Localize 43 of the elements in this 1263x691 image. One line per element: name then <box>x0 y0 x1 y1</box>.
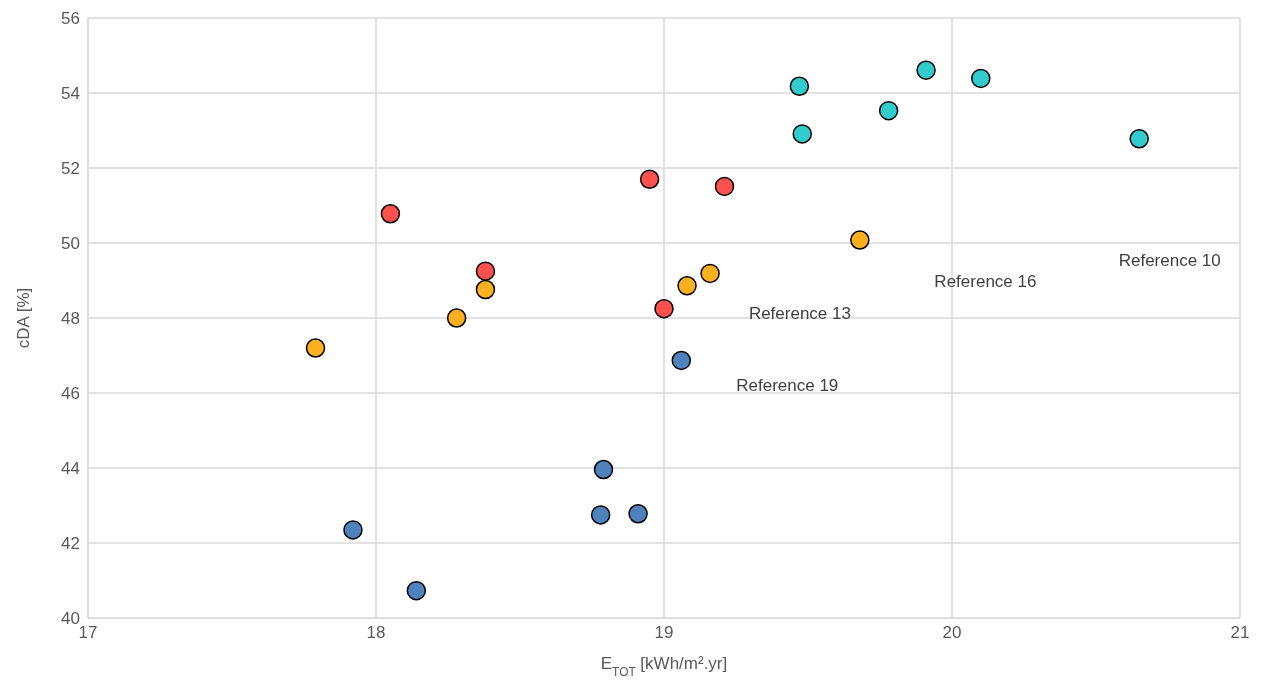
annotation: Reference 16 <box>934 271 1037 291</box>
x-tick-label: 20 <box>942 623 962 643</box>
x-axis-title: E$_{TOT}$ [kWh/m².yr] <box>600 654 728 679</box>
point <box>380 204 401 224</box>
y-axis-title: cDA [%] <box>14 287 34 349</box>
x-tick-label: 19 <box>654 623 674 643</box>
point <box>789 76 810 96</box>
point <box>593 459 614 480</box>
point <box>792 124 812 144</box>
annotation: Reference 10 <box>1118 250 1221 270</box>
point <box>654 298 674 319</box>
y-tick-label: 48 <box>61 309 80 329</box>
annotation: Reference 13 <box>748 304 851 324</box>
point <box>700 263 720 284</box>
y-tick-label: 52 <box>61 159 80 179</box>
point <box>639 169 660 189</box>
y-tick-label: 40 <box>61 609 80 629</box>
annotation: Reference 19 <box>736 376 839 396</box>
point <box>714 176 735 197</box>
x-tick-label: 17 <box>78 623 98 643</box>
point <box>305 338 326 358</box>
point <box>677 276 697 296</box>
point <box>671 350 692 371</box>
point <box>406 580 427 601</box>
point <box>916 60 936 80</box>
y-tick-label: 42 <box>61 534 80 554</box>
point <box>971 68 991 89</box>
y-tick-label: 50 <box>61 234 80 254</box>
point <box>475 261 496 281</box>
x-tick-label: 18 <box>366 623 386 643</box>
y-tick-label: 44 <box>61 459 80 479</box>
y-tick-label: 46 <box>61 384 80 404</box>
point <box>628 504 648 524</box>
point <box>475 279 496 300</box>
point <box>1129 129 1149 149</box>
y-tick-label: 54 <box>61 84 80 104</box>
x-tick-label: 21 <box>1230 623 1250 643</box>
y-tick-label: 56 <box>61 9 80 29</box>
point <box>446 308 467 328</box>
point <box>850 230 870 250</box>
point <box>590 505 611 525</box>
point <box>878 100 899 121</box>
point <box>343 520 363 540</box>
